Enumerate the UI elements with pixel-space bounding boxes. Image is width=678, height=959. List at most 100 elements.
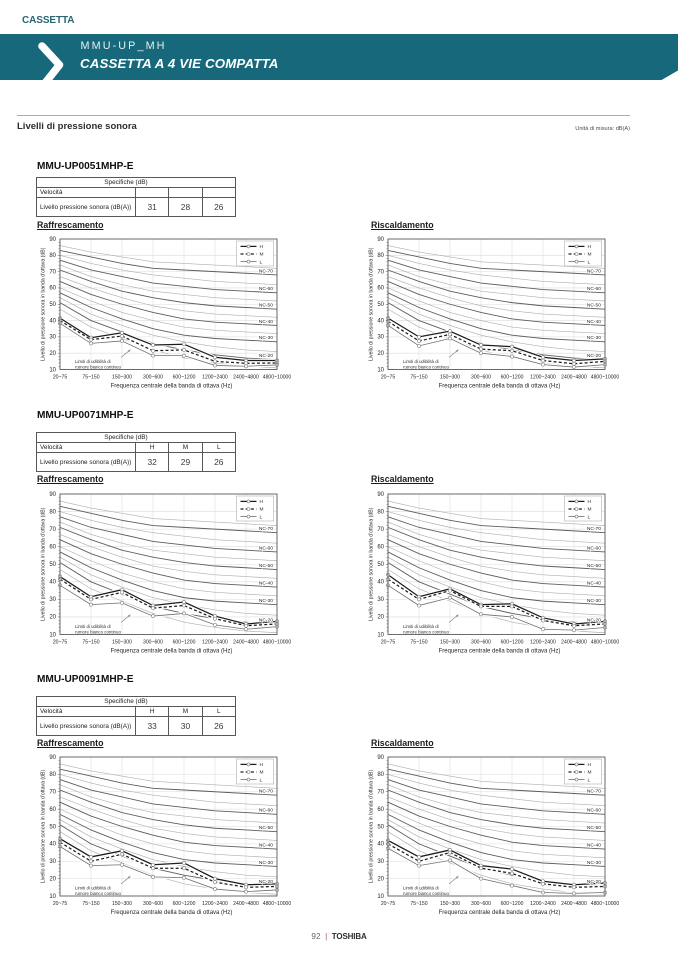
- svg-text:600~1200: 600~1200: [501, 901, 524, 907]
- svg-text:70: 70: [49, 790, 56, 796]
- svg-text:4800~10000: 4800~10000: [591, 901, 620, 907]
- svg-text:20: 20: [49, 615, 56, 621]
- svg-text:20~75: 20~75: [381, 901, 395, 907]
- svg-text:600~1200: 600~1200: [173, 375, 196, 381]
- svg-text:30: 30: [49, 597, 56, 603]
- svg-text:H: H: [588, 762, 592, 768]
- svg-text:80: 80: [377, 253, 384, 259]
- svg-text:2400~4800: 2400~4800: [561, 901, 587, 907]
- svg-text:20~75: 20~75: [381, 640, 395, 646]
- svg-text:H: H: [588, 499, 592, 505]
- svg-text:75~150: 75~150: [82, 901, 99, 907]
- svg-text:20~75: 20~75: [381, 375, 395, 381]
- svg-text:60: 60: [49, 544, 56, 550]
- svg-text:2400~4800: 2400~4800: [233, 375, 259, 381]
- svg-text:NC-30: NC-30: [587, 335, 601, 341]
- svg-text:600~1200: 600~1200: [501, 375, 524, 381]
- svg-text:M: M: [588, 770, 592, 776]
- svg-text:10: 10: [49, 894, 56, 900]
- svg-text:1200~2400: 1200~2400: [530, 640, 556, 646]
- svg-text:90: 90: [377, 237, 384, 243]
- svg-text:60: 60: [377, 286, 384, 292]
- svg-text:30: 30: [377, 335, 384, 341]
- svg-text:10: 10: [377, 367, 384, 373]
- svg-text:NC-30: NC-30: [259, 335, 273, 341]
- svg-text:NC-50: NC-50: [259, 303, 273, 309]
- svg-text:2400~4800: 2400~4800: [233, 901, 259, 907]
- svg-text:NC-50: NC-50: [587, 825, 601, 831]
- svg-text:4800~10000: 4800~10000: [263, 901, 292, 907]
- svg-text:40: 40: [49, 318, 56, 324]
- svg-text:4800~10000: 4800~10000: [263, 375, 292, 381]
- svg-text:90: 90: [377, 755, 384, 761]
- svg-text:80: 80: [49, 253, 56, 259]
- svg-text:40: 40: [49, 842, 56, 848]
- svg-text:M: M: [588, 252, 592, 258]
- svg-text:30: 30: [377, 597, 384, 603]
- svg-text:L: L: [260, 514, 263, 520]
- svg-text:rumore bianco continuo: rumore bianco continuo: [75, 364, 121, 369]
- svg-text:75~150: 75~150: [410, 901, 427, 907]
- svg-text:rumore bianco continuo: rumore bianco continuo: [75, 629, 121, 634]
- svg-text:300~600: 300~600: [471, 901, 491, 907]
- svg-text:1200~2400: 1200~2400: [202, 375, 228, 381]
- svg-text:NC-60: NC-60: [259, 286, 273, 292]
- svg-text:50: 50: [49, 824, 56, 830]
- svg-text:150~300: 150~300: [440, 375, 460, 381]
- svg-text:40: 40: [377, 580, 384, 586]
- svg-text:10: 10: [49, 632, 56, 638]
- svg-text:NC-60: NC-60: [587, 808, 601, 814]
- svg-text:NC-20: NC-20: [587, 353, 601, 359]
- svg-text:rumore bianco continuo: rumore bianco continuo: [403, 629, 449, 634]
- svg-text:150~300: 150~300: [112, 640, 132, 646]
- svg-text:NC-20: NC-20: [587, 617, 601, 623]
- svg-text:70: 70: [377, 269, 384, 275]
- svg-text:90: 90: [377, 492, 384, 498]
- svg-text:NC-60: NC-60: [259, 808, 273, 814]
- svg-text:60: 60: [49, 286, 56, 292]
- svg-text:50: 50: [49, 562, 56, 568]
- svg-text:NC-40: NC-40: [259, 319, 273, 325]
- svg-text:90: 90: [49, 237, 56, 243]
- svg-text:60: 60: [49, 807, 56, 813]
- svg-text:NC-60: NC-60: [587, 545, 601, 551]
- svg-text:150~300: 150~300: [112, 901, 132, 907]
- svg-text:Frequenza centrale della banda: Frequenza centrale della banda di ottava…: [111, 910, 233, 916]
- svg-text:10: 10: [377, 632, 384, 638]
- svg-text:300~600: 300~600: [143, 901, 163, 907]
- svg-text:NC-20: NC-20: [259, 353, 273, 359]
- svg-text:NC-50: NC-50: [259, 825, 273, 831]
- svg-text:Limiti di udibilità di: Limiti di udibilità di: [75, 886, 111, 891]
- svg-text:Livello di pressione sonora in: Livello di pressione sonora in banda d'o…: [41, 507, 47, 621]
- svg-text:Frequenza centrale della banda: Frequenza centrale della banda di ottava…: [439, 649, 561, 655]
- svg-text:NC-50: NC-50: [259, 563, 273, 569]
- svg-text:Frequenza centrale della banda: Frequenza centrale della banda di ottava…: [111, 384, 233, 390]
- svg-text:NC-30: NC-30: [259, 598, 273, 604]
- svg-text:L: L: [588, 259, 591, 265]
- svg-text:30: 30: [49, 335, 56, 341]
- svg-text:Limiti di udibilità di: Limiti di udibilità di: [75, 359, 111, 364]
- svg-text:20: 20: [49, 351, 56, 357]
- svg-text:NC-50: NC-50: [587, 563, 601, 569]
- svg-text:600~1200: 600~1200: [501, 640, 524, 646]
- svg-text:NC-20: NC-20: [587, 879, 601, 885]
- svg-text:Livello di pressione sonora in: Livello di pressione sonora in banda d'o…: [369, 770, 375, 884]
- svg-text:90: 90: [49, 755, 56, 761]
- svg-text:80: 80: [377, 772, 384, 778]
- svg-text:80: 80: [377, 509, 384, 515]
- svg-text:40: 40: [377, 842, 384, 848]
- svg-text:75~150: 75~150: [410, 640, 427, 646]
- svg-text:2400~4800: 2400~4800: [233, 640, 259, 646]
- svg-text:L: L: [260, 259, 263, 265]
- svg-text:H: H: [588, 244, 592, 250]
- svg-text:50: 50: [377, 824, 384, 830]
- svg-text:1200~2400: 1200~2400: [530, 375, 556, 381]
- svg-text:Livello di pressione sonora in: Livello di pressione sonora in banda d'o…: [369, 247, 375, 361]
- svg-text:M: M: [260, 507, 264, 513]
- svg-text:75~150: 75~150: [410, 375, 427, 381]
- svg-text:Limiti di udibilità di: Limiti di udibilità di: [403, 624, 439, 629]
- svg-text:H: H: [260, 499, 264, 505]
- svg-text:600~1200: 600~1200: [173, 901, 196, 907]
- svg-text:80: 80: [49, 772, 56, 778]
- svg-text:40: 40: [49, 580, 56, 586]
